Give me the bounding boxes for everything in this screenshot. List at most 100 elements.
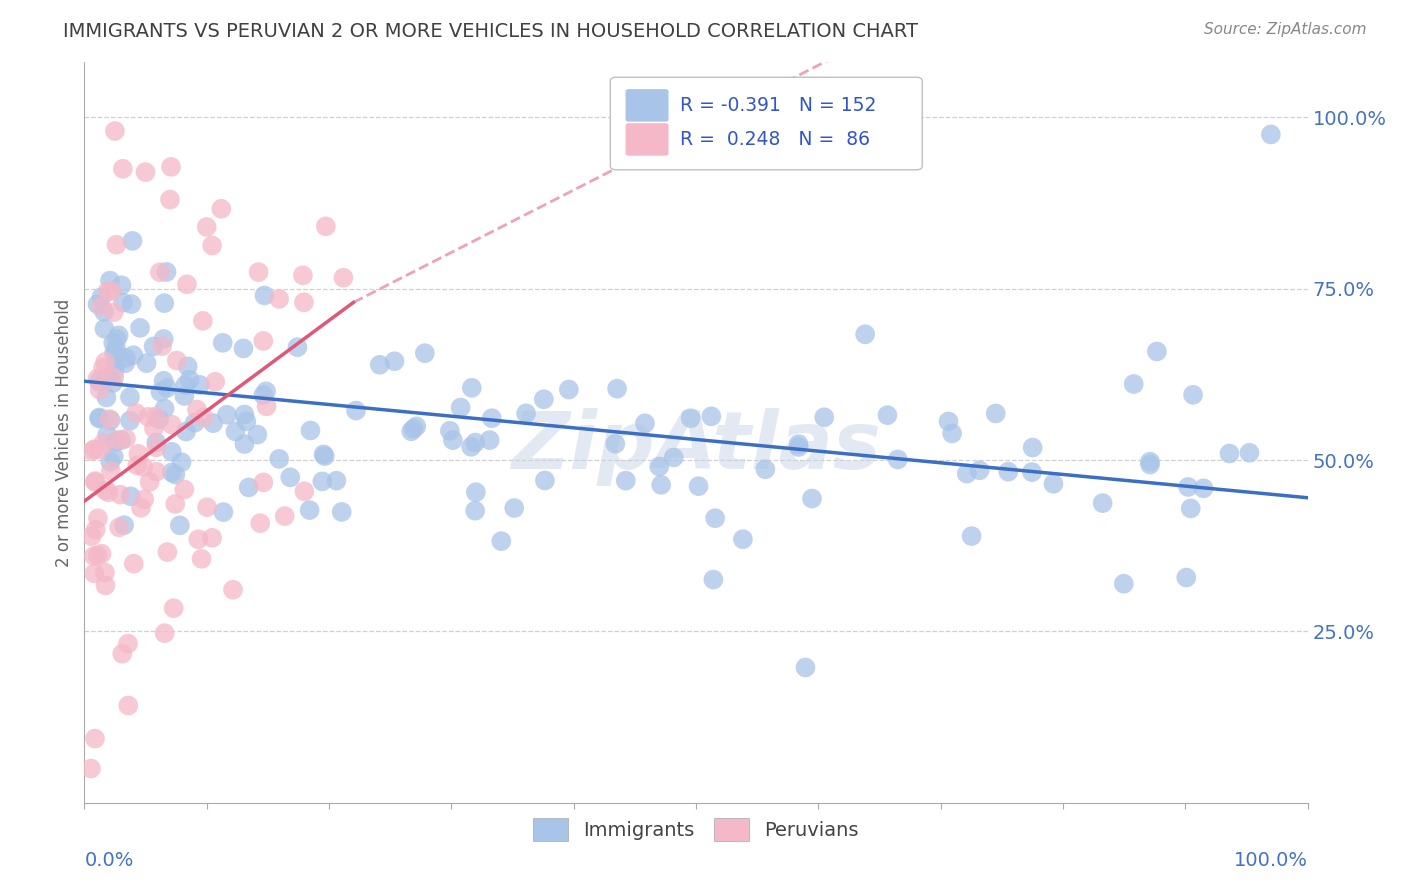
Point — [1112, 576, 1135, 591]
Point — [125, 406, 148, 420]
Point — [103, 335, 125, 350]
Point — [104, 124, 127, 138]
Point — [112, 518, 135, 533]
Point — [186, 402, 208, 417]
Point — [86, 549, 108, 563]
Point — [101, 376, 124, 391]
Point — [292, 295, 315, 310]
Point — [98, 455, 121, 469]
Point — [700, 409, 723, 424]
Point — [90, 300, 112, 314]
Point — [249, 516, 271, 531]
Point — [384, 354, 406, 368]
Point — [94, 483, 117, 498]
Point — [89, 442, 111, 457]
Text: 100.0%: 100.0% — [1233, 851, 1308, 870]
Point — [292, 484, 315, 499]
Point — [606, 382, 628, 396]
Point — [110, 434, 132, 448]
Point — [176, 277, 198, 292]
Point — [174, 378, 197, 392]
Point — [941, 426, 963, 441]
Point — [291, 268, 314, 283]
Point — [94, 578, 117, 592]
Point — [325, 474, 347, 488]
Point — [122, 557, 145, 571]
Point — [118, 414, 141, 428]
Point — [278, 470, 301, 484]
Point — [138, 475, 160, 489]
Point — [299, 424, 322, 438]
Point — [1021, 465, 1043, 479]
Point — [145, 435, 167, 450]
Point — [134, 492, 156, 507]
Point — [787, 437, 810, 451]
Text: ZipAtlas: ZipAtlas — [510, 409, 882, 486]
Point — [212, 505, 235, 519]
Point — [224, 425, 246, 439]
Point — [90, 547, 112, 561]
Point — [145, 441, 167, 455]
Point — [787, 440, 810, 454]
Point — [84, 474, 107, 488]
FancyBboxPatch shape — [626, 124, 668, 155]
Point — [614, 474, 637, 488]
Point — [86, 297, 108, 311]
Point — [188, 377, 211, 392]
Point — [117, 698, 139, 713]
Point — [132, 459, 155, 474]
Point — [170, 455, 193, 469]
Point — [754, 462, 776, 476]
Point — [148, 412, 170, 426]
Point — [80, 762, 103, 776]
Point — [89, 383, 111, 397]
Point — [118, 390, 141, 404]
Point — [441, 433, 464, 447]
Point — [83, 549, 105, 563]
Point — [115, 432, 138, 446]
Point — [650, 478, 672, 492]
Point — [287, 340, 309, 354]
Point — [481, 411, 503, 425]
Point — [464, 435, 486, 450]
Point — [160, 160, 183, 174]
FancyBboxPatch shape — [626, 90, 668, 121]
Point — [211, 335, 233, 350]
Point — [103, 450, 125, 464]
Point — [252, 334, 274, 348]
Point — [853, 327, 876, 342]
Point — [120, 489, 142, 503]
Point — [87, 511, 110, 525]
Point — [94, 566, 117, 580]
Point — [222, 582, 245, 597]
Point — [111, 647, 134, 661]
Point — [533, 392, 555, 407]
Point — [152, 374, 174, 388]
Point — [83, 442, 105, 457]
Point — [201, 238, 224, 252]
Text: 0.0%: 0.0% — [84, 851, 134, 870]
Point — [83, 566, 105, 581]
Point — [478, 433, 501, 447]
Point — [704, 511, 727, 525]
Point — [269, 451, 291, 466]
Point — [252, 475, 274, 490]
Point — [153, 296, 176, 310]
Point — [315, 219, 337, 234]
Point — [163, 601, 186, 615]
Point — [195, 219, 218, 234]
Point — [204, 375, 226, 389]
Point — [129, 321, 152, 335]
Point — [1177, 480, 1199, 494]
Point — [84, 475, 107, 489]
Point — [111, 161, 134, 176]
Point — [100, 464, 122, 478]
Point — [94, 355, 117, 369]
Point — [215, 408, 238, 422]
Point — [1146, 344, 1168, 359]
Point — [149, 384, 172, 399]
Point — [450, 401, 472, 415]
Point — [702, 573, 724, 587]
Point — [247, 265, 270, 279]
Text: Source: ZipAtlas.com: Source: ZipAtlas.com — [1204, 22, 1367, 37]
